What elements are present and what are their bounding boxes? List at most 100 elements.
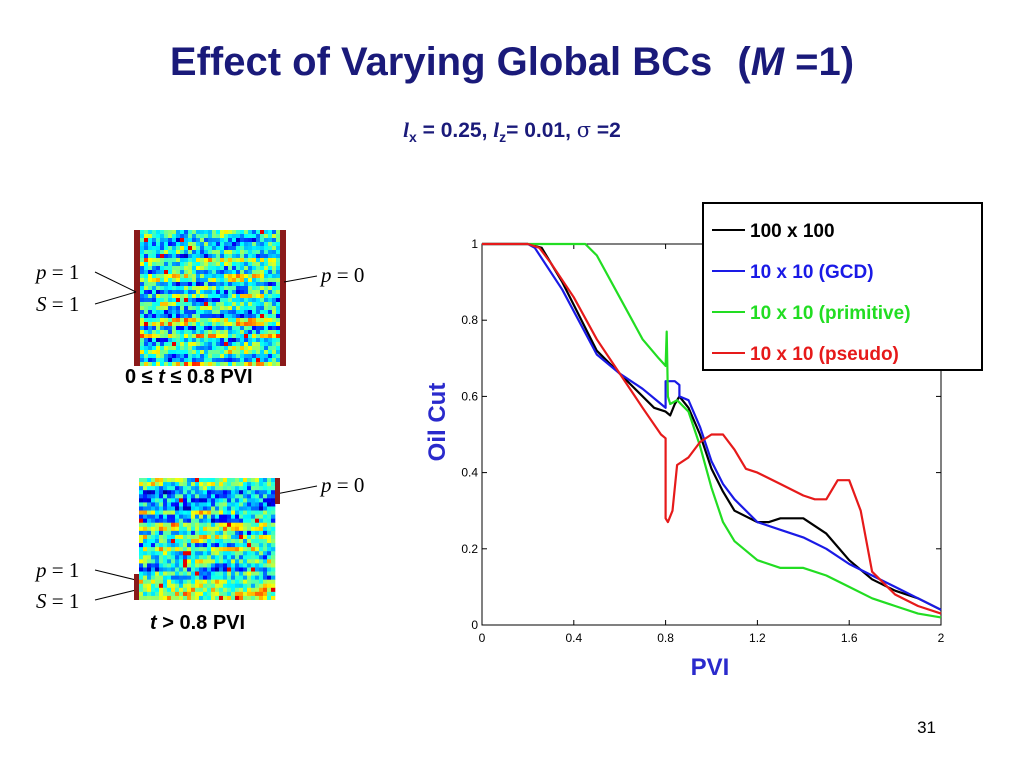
field-cell — [192, 262, 197, 267]
field-cell — [272, 270, 277, 275]
field-cell — [184, 346, 189, 351]
field-cell — [236, 326, 241, 331]
field-cell — [228, 310, 233, 315]
field-cell — [268, 326, 273, 331]
field-cell — [276, 358, 281, 363]
field-cell — [148, 346, 153, 351]
field-cell — [208, 342, 213, 347]
field-cell — [172, 342, 177, 347]
field-cell — [268, 246, 273, 251]
field-cell — [224, 262, 229, 267]
field-cell — [171, 583, 176, 589]
field-cell — [244, 334, 249, 339]
field-cell — [160, 242, 165, 247]
field-cell — [239, 510, 244, 515]
lz-value: = 0.01, — [506, 119, 577, 142]
field-cell — [240, 334, 245, 339]
field-cell — [184, 290, 189, 295]
field-cell — [199, 522, 204, 528]
field-cell — [188, 342, 193, 347]
field-cell — [147, 510, 152, 515]
field-cell — [204, 274, 209, 279]
field-cell — [171, 502, 176, 507]
field-cell — [228, 290, 233, 295]
field-cell — [255, 587, 260, 593]
field-cell — [260, 326, 265, 331]
field-cell — [159, 559, 164, 564]
field-cell — [232, 322, 237, 327]
field-cell — [180, 302, 185, 307]
field-cell — [179, 522, 184, 528]
field-cell — [183, 539, 188, 544]
field-cell — [139, 498, 144, 503]
field-cell — [207, 478, 212, 483]
field-cell — [140, 246, 145, 251]
field-cell — [267, 555, 272, 560]
field-cell — [200, 346, 205, 351]
field-cell — [183, 547, 188, 552]
field-cell — [159, 543, 164, 548]
field-cell — [160, 294, 165, 299]
field-cell — [183, 583, 188, 589]
field-cell — [164, 230, 169, 235]
field-cell — [183, 543, 188, 548]
field-cell — [268, 298, 273, 303]
field-cell — [223, 587, 228, 593]
field-cell — [155, 490, 160, 495]
field-cell — [167, 494, 172, 499]
field-cell — [227, 494, 232, 499]
field-cell — [164, 266, 169, 271]
field-cell — [248, 290, 253, 295]
field-cell — [256, 362, 261, 366]
left-boundary-bar — [134, 230, 140, 366]
field-cell — [260, 346, 265, 351]
field-cell — [235, 567, 240, 572]
field-cell — [187, 518, 192, 524]
field-cell — [195, 539, 200, 544]
field-cell — [151, 498, 156, 503]
field-cell — [248, 274, 253, 279]
field-cell — [268, 278, 273, 283]
field-cell — [268, 258, 273, 263]
field-cell — [223, 571, 228, 576]
field-cell — [180, 242, 185, 247]
field-cell — [263, 494, 268, 499]
field-cell — [216, 354, 221, 359]
field-cell — [176, 342, 181, 347]
field-cell — [207, 534, 212, 540]
field-cell — [248, 230, 253, 235]
field-cell — [151, 587, 156, 593]
field-cell — [256, 274, 261, 279]
field-cell — [215, 543, 220, 548]
field-cell — [184, 338, 189, 343]
field-cell — [156, 266, 161, 271]
field-cell — [227, 502, 232, 507]
field-cell — [219, 587, 224, 593]
field-cell — [180, 350, 185, 355]
field-cell — [191, 518, 196, 524]
field-cell — [208, 346, 213, 351]
field-cell — [216, 258, 221, 263]
field-cell — [224, 306, 229, 311]
field-cell — [160, 322, 165, 327]
field-cell — [203, 587, 208, 593]
field-cell — [176, 238, 181, 243]
field-cell — [244, 234, 249, 239]
field-cell — [195, 571, 200, 576]
field-cell — [140, 254, 145, 259]
field-cell — [220, 318, 225, 323]
field-cell — [220, 286, 225, 291]
lx-subscript: x — [408, 129, 417, 146]
field-cell — [227, 478, 232, 483]
field-cell — [219, 486, 224, 491]
field-cell — [224, 274, 229, 279]
field-cell — [143, 539, 148, 544]
field-cell — [255, 482, 260, 487]
field-cell — [272, 294, 277, 299]
field-cell — [208, 274, 213, 279]
field-cell — [276, 326, 281, 331]
field-cell — [259, 555, 264, 560]
field-cell — [143, 575, 148, 580]
field-cell — [240, 298, 245, 303]
field-cell — [155, 571, 160, 576]
